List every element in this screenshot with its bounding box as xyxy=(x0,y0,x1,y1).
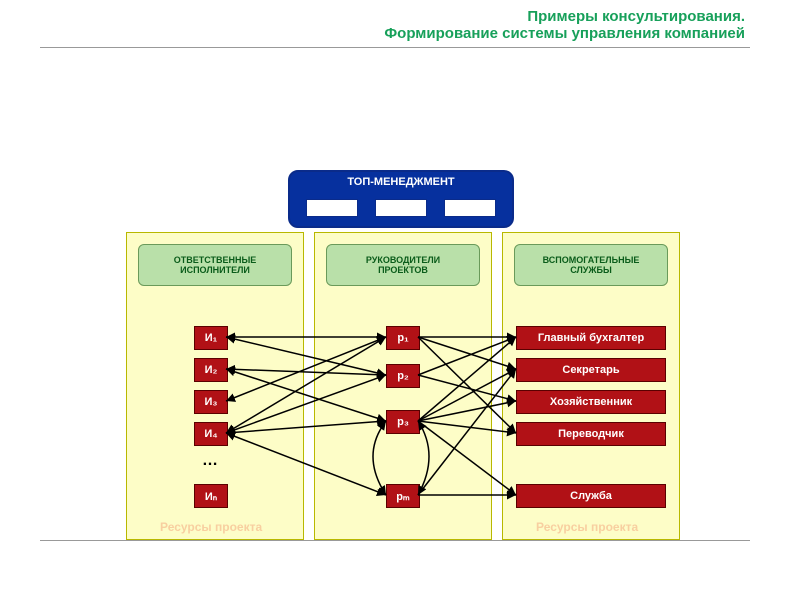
col-left-footer: Ресурсы проекта xyxy=(160,520,262,534)
col-mid-header: РУКОВОДИТЕЛИПРОЕКТОВ xyxy=(326,244,480,286)
node-s1: Главный бухгалтер xyxy=(516,326,666,350)
node-p1: p₁ xyxy=(386,326,420,350)
top-management-label: ТОП-МЕНЕДЖМЕНТ xyxy=(290,176,512,188)
title-line-1: Примеры консультирования. xyxy=(527,8,745,25)
diagram-stage: Примеры консультирования. Формирование с… xyxy=(0,0,800,600)
node-s3: Хозяйственник xyxy=(516,390,666,414)
node-i2: И₂ xyxy=(194,358,228,382)
node-s5: Служба xyxy=(516,484,666,508)
top-slot-2 xyxy=(375,199,427,217)
title-line-2: Формирование системы управления компание… xyxy=(384,25,745,42)
top-slot-3 xyxy=(444,199,496,217)
top-management-box: ТОП-МЕНЕДЖМЕНТ xyxy=(288,170,514,228)
node-pm: pₘ xyxy=(386,484,420,508)
node-i4: И₄ xyxy=(194,422,228,446)
ellipsis-left: … xyxy=(202,452,218,470)
col-right-header: ВСПОМОГАТЕЛЬНЫЕСЛУЖБЫ xyxy=(514,244,668,286)
node-s2: Секретарь xyxy=(516,358,666,382)
top-slot-1 xyxy=(306,199,358,217)
node-i1: И₁ xyxy=(194,326,228,350)
rule-bottom xyxy=(40,540,750,541)
node-p2: p₂ xyxy=(386,364,420,388)
node-s4: Переводчик xyxy=(516,422,666,446)
rule-top xyxy=(40,47,750,48)
col-right-footer: Ресурсы проекта xyxy=(536,520,638,534)
node-i3: И₃ xyxy=(194,390,228,414)
node-in: Иₙ xyxy=(194,484,228,508)
node-p3: p₃ xyxy=(386,410,420,434)
page-title: Примеры консультирования. Формирование с… xyxy=(200,8,745,42)
col-left-header: ОТВЕТСТВЕННЫЕИСПОЛНИТЕЛИ xyxy=(138,244,292,286)
